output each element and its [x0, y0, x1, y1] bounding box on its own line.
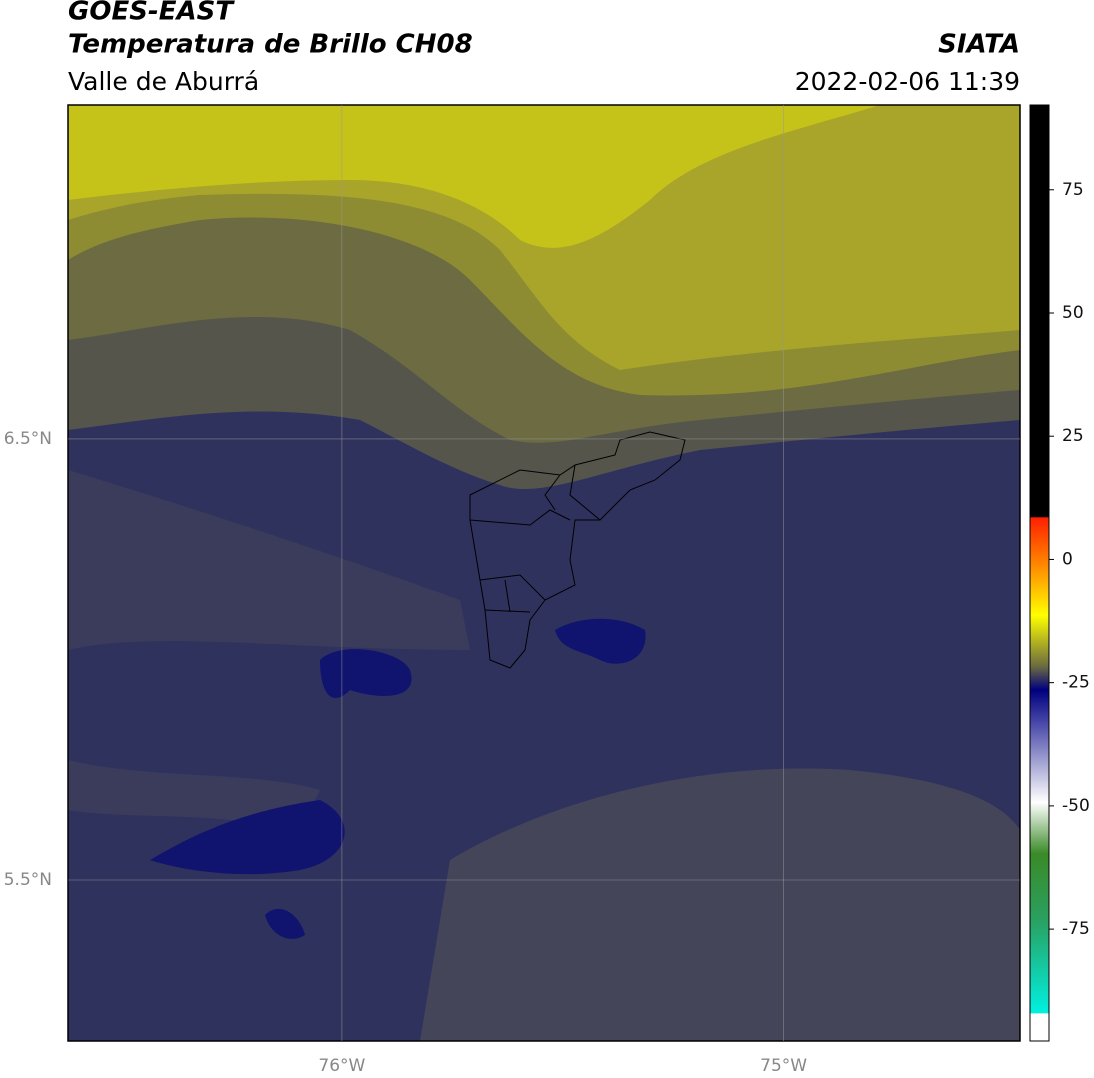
source: SIATA: [938, 30, 1020, 60]
colorbar-tick-label: -25: [1062, 673, 1090, 693]
map-image: [68, 105, 1020, 1041]
colorbar-tick-label: 50: [1062, 303, 1084, 323]
colorbar-tick-label: 75: [1062, 180, 1084, 200]
colorbar: [1029, 104, 1050, 1042]
title: GOES-EAST: [68, 0, 235, 27]
lat-tick-label: 5.5°N: [4, 870, 52, 890]
datetime: 2022-02-06 11:39: [795, 67, 1020, 96]
colorbar-tick-label: 25: [1062, 426, 1084, 446]
map-frame: [67, 104, 1021, 1042]
lon-tick-label: 75°W: [760, 1056, 807, 1076]
lon-tick-label: 76°W: [318, 1056, 365, 1076]
subtitle: Temperatura de Brillo CH08: [68, 30, 473, 60]
colorbar-tick-label: -75: [1062, 919, 1090, 939]
region: Valle de Aburrá: [68, 67, 259, 96]
colorbar-tick-label: 0: [1062, 549, 1073, 569]
lat-tick-label: 6.5°N: [4, 429, 52, 449]
colorbar-tick-label: -50: [1062, 796, 1090, 816]
